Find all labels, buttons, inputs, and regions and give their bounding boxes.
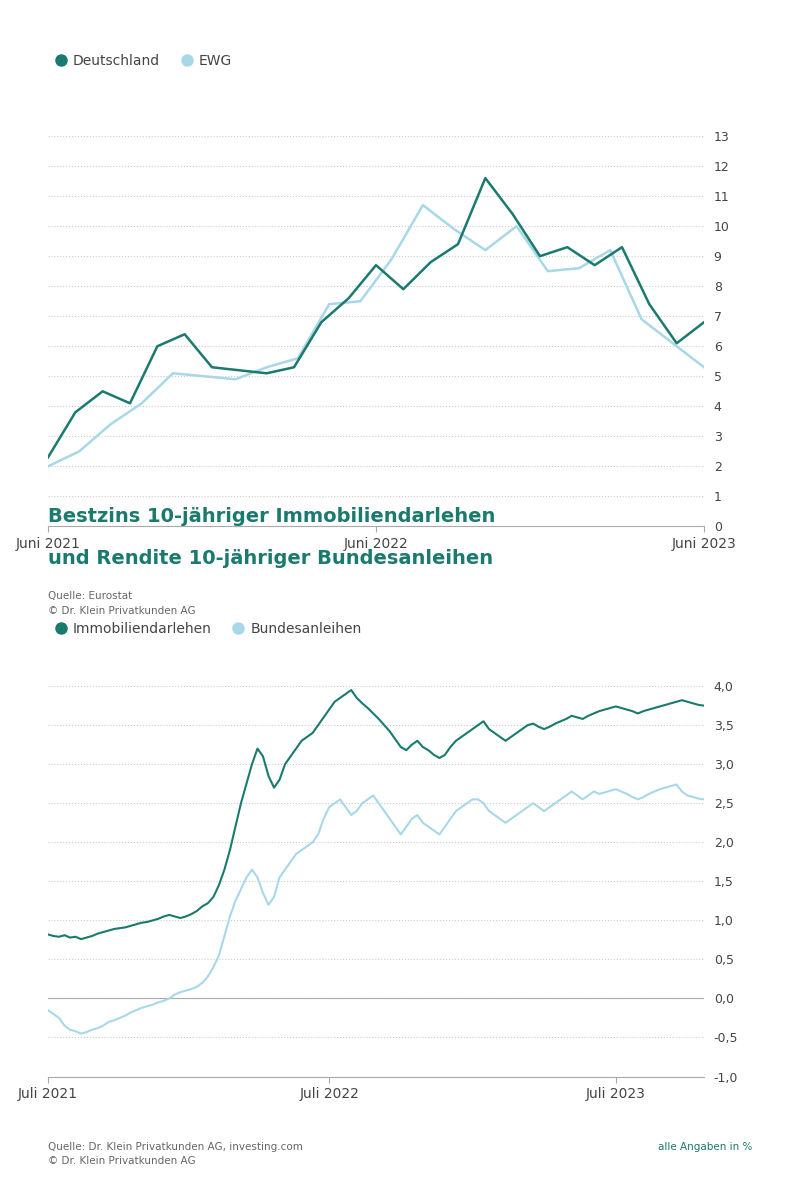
- Text: Quelle: Dr. Klein Privatkunden AG, investing.com
© Dr. Klein Privatkunden AG: Quelle: Dr. Klein Privatkunden AG, inves…: [48, 1142, 303, 1165]
- Legend: Deutschland, EWG: Deutschland, EWG: [55, 54, 232, 69]
- Text: Bestzins 10-jähriger Immobiliendarlehen: Bestzins 10-jähriger Immobiliendarlehen: [48, 508, 495, 526]
- Text: und Rendite 10-jähriger Bundesanleihen: und Rendite 10-jähriger Bundesanleihen: [48, 549, 493, 568]
- Text: alle Angaben in %: alle Angaben in %: [658, 1142, 752, 1151]
- Text: Quelle: Eurostat
© Dr. Klein Privatkunden AG: Quelle: Eurostat © Dr. Klein Privatkunde…: [48, 592, 196, 615]
- Legend: Immobiliendarlehen, Bundesanleihen: Immobiliendarlehen, Bundesanleihen: [55, 622, 362, 636]
